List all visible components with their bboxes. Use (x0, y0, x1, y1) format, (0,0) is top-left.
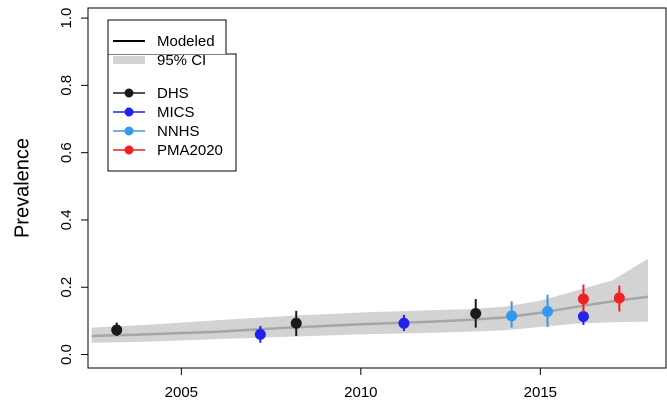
pma2020-point (613, 285, 625, 312)
legend-ci-label-top: 95% CI (157, 52, 206, 69)
mics-marker (254, 328, 266, 340)
mics-marker (577, 311, 589, 323)
x-tick-label: 2010 (344, 384, 377, 401)
y-tick-label: 0.6 (58, 142, 75, 163)
dhs-marker (290, 317, 302, 329)
survey-points (111, 284, 625, 343)
legend-nnhs-label: NNHS (157, 123, 200, 140)
dhs-marker (111, 324, 123, 336)
ci-band (91, 258, 649, 343)
y-axis-title: Prevalence (11, 138, 33, 238)
nnhs-point (506, 301, 518, 328)
nnhs-point (542, 294, 554, 327)
legend-model-cover (108, 20, 226, 54)
legend-item-dhs: DHS (113, 85, 189, 102)
y-tick-label: 0.0 (58, 344, 75, 365)
legend-modeled-label-top: Modeled (157, 33, 215, 50)
x-axis: 2005 2010 2015 (165, 367, 557, 401)
legend-pma2020-swatch-dot (124, 145, 134, 155)
legend-pma2020-label: PMA2020 (157, 142, 223, 159)
legend-item-nnhs: NNHS (113, 123, 200, 140)
legend-dhs-label: DHS (157, 85, 189, 102)
y-axis: 0.0 0.2 0.4 0.6 0.8 1.0 (58, 8, 89, 365)
y-tick-label: 0.2 (58, 277, 75, 298)
legend-nnhs-swatch-dot (124, 126, 134, 136)
dhs-point (470, 299, 482, 328)
dhs-point (290, 310, 302, 337)
legend-mics-swatch-dot (124, 107, 134, 117)
legend-item-mics: MICS (113, 104, 195, 121)
pma2020-marker (613, 292, 625, 304)
legend-item-pma2020: PMA2020 (113, 142, 223, 159)
mics-marker (398, 317, 410, 329)
mics-point (398, 314, 410, 331)
legend-dhs-swatch-dot (124, 88, 134, 98)
mics-point (254, 325, 266, 343)
legend-sources: DHS MICS NNHS PMA2020 (107, 53, 237, 172)
x-tick-label: 2015 (524, 384, 557, 401)
nnhs-marker (542, 305, 554, 317)
y-tick-label: 1.0 (58, 8, 75, 29)
dhs-marker (470, 307, 482, 319)
pma2020-point (577, 284, 589, 313)
pma2020-marker (577, 293, 589, 305)
legend-mics-label: MICS (157, 104, 195, 121)
y-tick-label: 0.8 (58, 75, 75, 96)
x-tick-label: 2005 (165, 384, 198, 401)
nnhs-marker (506, 310, 518, 322)
dhs-point (111, 322, 123, 337)
modeled-line (91, 295, 649, 338)
y-tick-label: 0.4 (58, 210, 75, 231)
